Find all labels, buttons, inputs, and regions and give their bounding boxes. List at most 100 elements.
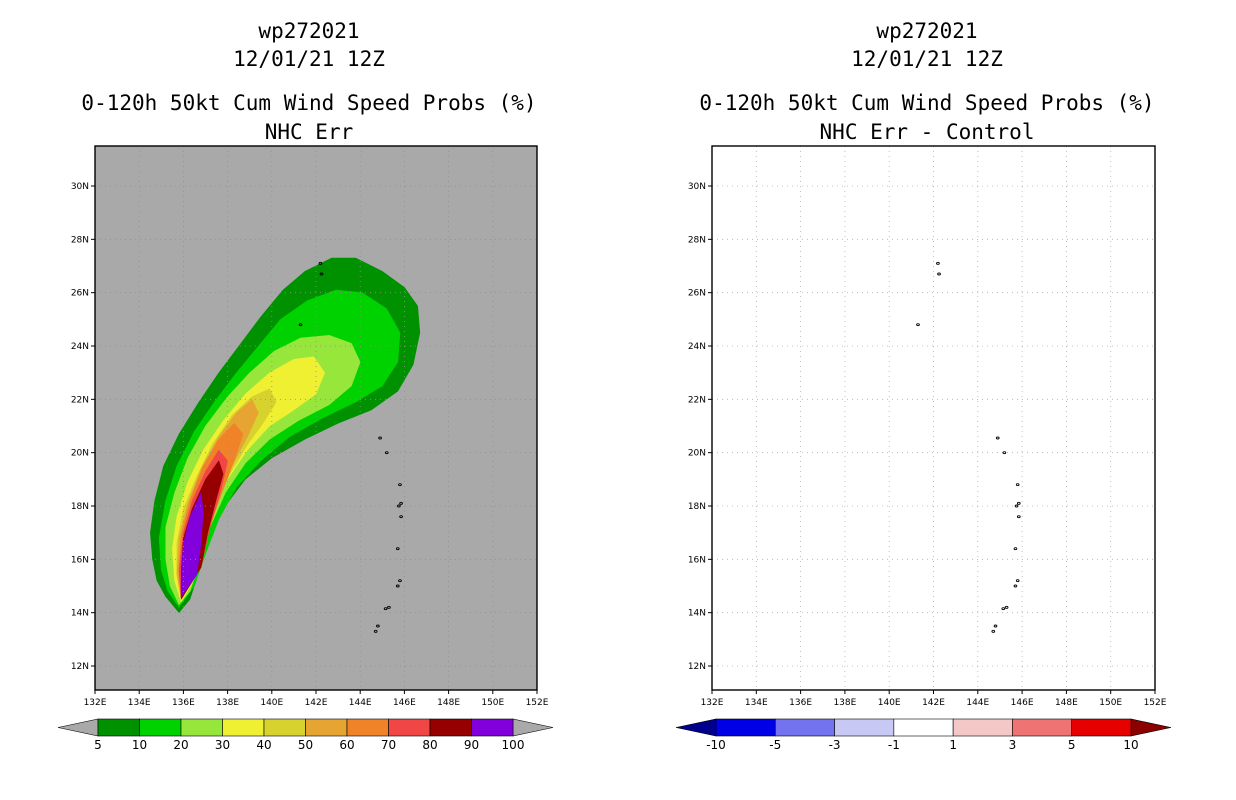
island-outline [1015,579,1020,583]
x-tick-label: 146E [1011,698,1034,708]
x-tick-label: 144E [966,698,989,708]
x-tick-label: 144E [349,698,372,708]
colorbar-label: 5 [1068,738,1076,752]
x-tick-label: 142E [922,698,945,708]
colorbar-swatch [893,718,954,737]
island-outline [991,629,996,633]
colorbar-label: 30 [215,738,230,752]
x-tick-label: 140E [260,698,283,708]
colorbar-under-triangle [675,718,717,737]
island-outline [398,483,402,487]
island-outline [1015,483,1020,487]
colorbar-label: -3 [829,738,841,752]
colorbar-label: 50 [298,738,313,752]
island-outline [398,579,402,583]
colorbar-label: -5 [769,738,781,752]
island-outline [376,624,380,628]
left-title: 0-120h 50kt Cum Wind Speed Probs (%) [81,91,536,115]
x-tick-label: 136E [172,698,195,708]
colorbar-swatch [263,718,306,737]
colorbar-label: 5 [94,738,102,752]
x-tick-label: 146E [393,698,416,708]
colorbar-swatch [834,718,895,737]
colorbar-swatch [1071,718,1132,737]
colorbar-under-triangle [57,718,99,737]
x-tick-label: 138E [833,698,856,708]
x-tick-label: 132E [84,698,107,708]
colorbar-label: 70 [381,738,396,752]
island-outline [318,261,323,265]
colorbar-swatch [1012,718,1073,737]
y-tick-label: 14N [688,609,706,619]
island-outline [916,323,920,327]
island-outline [387,605,391,609]
colorbar-label: -10 [706,738,726,752]
island-outline [397,504,401,508]
colorbar-swatch [388,718,431,737]
x-tick-label: 148E [1055,698,1078,708]
island-outline [399,515,403,519]
right-plot: 132E 134E 136E 138E 140E 142E 144E 146E 148E 150E… [688,145,1167,708]
y-tick-label: 12N [71,662,89,672]
island-outline [1014,504,1019,508]
x-tick-label: 148E [437,698,460,708]
colorbar-swatch [774,718,835,737]
left-subtitle: NHC Err [265,120,354,144]
y-tick-label: 24N [688,342,706,352]
colorbar-swatch [346,718,389,737]
y-tick-label: 30N [688,182,706,192]
colorbar-label: 40 [256,738,271,752]
right-storm-id: wp272021 [876,19,977,43]
y-tick-label: 22N [688,395,706,405]
colorbar-label: 90 [464,738,479,752]
right-date: 12/01/21 12Z [851,47,1003,71]
y-tick-label: 20N [688,449,706,459]
colorbar-over-triangle [512,718,554,737]
colorbar-swatch [429,718,472,737]
y-tick-label: 26N [688,289,706,299]
x-tick-label: 152E [1144,698,1167,708]
island-outline [1002,451,1007,455]
island-outline [1013,584,1018,588]
island-outline [1013,547,1018,551]
colorbar-label: 60 [339,738,354,752]
colorbar-label: 100 [502,738,525,752]
colorbar-swatch [715,718,776,737]
island-outline [937,272,941,276]
x-tick-label: 134E [128,698,151,708]
colorbar-label: 1 [949,738,957,752]
x-tick-label: 138E [216,698,239,708]
colorbar-label: -1 [888,738,900,752]
island-outline [319,272,324,276]
x-tick-label: 140E [878,698,901,708]
colorbar-swatch [180,718,223,737]
y-tick-label: 20N [71,449,89,459]
y-tick-label: 18N [71,502,89,512]
x-tick-label: 142E [305,698,328,708]
left-storm-id: wp272021 [258,19,359,43]
island-outline [1016,501,1021,505]
island-outline [993,624,998,628]
island-outline [1001,607,1006,611]
x-tick-label: 152E [526,698,549,708]
y-tick-label: 22N [71,395,89,405]
right-title: 0-120h 50kt Cum Wind Speed Probs (%) [699,91,1154,115]
y-tick-label: 28N [71,235,89,245]
right-colorbar: -10 -5 -3 -1 1 3 5 10 [675,718,1172,752]
island-outline [1016,515,1021,519]
prob-contour-20-30 [165,335,361,606]
y-tick-label: 26N [71,289,89,299]
x-tick-label: 136E [789,698,812,708]
y-tick-label: 16N [71,555,89,565]
island-outline [373,629,378,633]
x-tick-label: 150E [1099,698,1122,708]
island-outline [383,607,388,611]
left-date: 12/01/21 12Z [233,47,385,71]
colorbar-swatch [97,718,140,737]
island-outline [395,584,400,588]
island-outline [378,436,382,440]
island-outline [384,451,389,455]
colorbar-swatch [139,718,182,737]
x-tick-label: 150E [481,698,504,708]
colorbar-swatch [222,718,265,737]
